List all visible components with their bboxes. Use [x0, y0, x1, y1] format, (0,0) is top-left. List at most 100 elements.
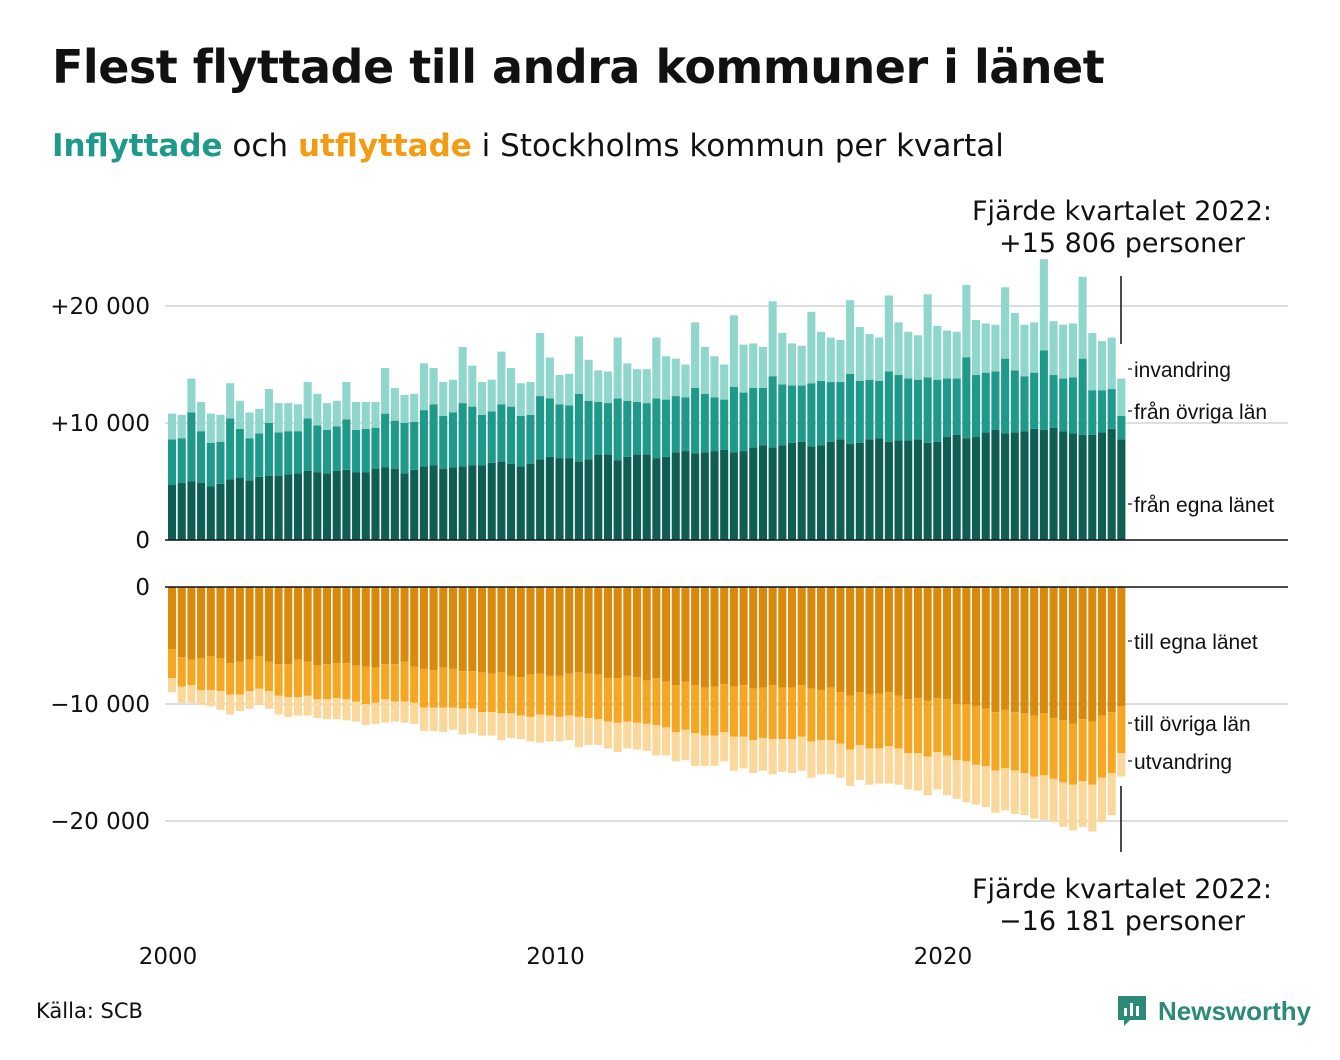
bar-out: [623, 721, 632, 749]
bar-in: [235, 400, 244, 429]
bar-out: [1078, 781, 1087, 827]
bar-in: [419, 410, 428, 467]
bar-out: [507, 713, 516, 738]
bar-out: [758, 687, 767, 738]
bar-in: [817, 380, 826, 446]
bar-out: [235, 587, 244, 662]
bar-in: [487, 411, 496, 463]
subtitle-in-word: Inflyttade: [52, 128, 223, 164]
y-tick-label: +10 000: [50, 411, 150, 437]
bar-in: [381, 467, 390, 540]
bar-out: [361, 704, 370, 726]
bar-in: [720, 449, 729, 540]
bar-in: [981, 372, 990, 433]
bar-in: [1010, 313, 1019, 371]
bar-out: [923, 587, 932, 701]
bar-out: [284, 587, 293, 665]
bar-out: [1059, 720, 1068, 783]
bar-out: [536, 587, 545, 674]
series-label-in: från egna länet: [1134, 494, 1274, 517]
bar-in: [226, 383, 235, 419]
bar-out: [894, 587, 903, 696]
bar-out: [991, 770, 1000, 813]
bar-in: [623, 456, 632, 540]
bar-in: [904, 440, 913, 540]
bar-out: [274, 587, 283, 665]
bar-out: [1020, 773, 1029, 816]
bar-out: [1107, 587, 1116, 713]
bar-in: [933, 379, 942, 442]
newsworthy-logo-icon: [1118, 996, 1146, 1026]
bar-out: [293, 696, 303, 716]
bar-out: [991, 587, 1000, 713]
bar-in: [574, 461, 583, 540]
bar-in: [516, 466, 525, 540]
bar-out: [303, 661, 312, 696]
bar-out: [952, 704, 961, 761]
brand-name: Newsworthy: [1158, 995, 1312, 1026]
bar-out: [410, 702, 419, 724]
bar-out: [710, 686, 719, 736]
bar-in: [487, 462, 496, 540]
bar-out: [1117, 706, 1126, 754]
bar-out: [429, 707, 438, 731]
bar-in: [894, 322, 903, 376]
bar-out: [720, 587, 729, 685]
bar-in: [555, 458, 564, 540]
annotation-bottom: Fjärde kvartalet 2022: −16 181 personer: [962, 874, 1282, 938]
x-tick-label: 2010: [526, 944, 585, 970]
bar-out: [458, 587, 467, 672]
bar-out: [671, 732, 680, 762]
bar-in: [197, 431, 206, 483]
bar-out: [972, 764, 981, 805]
bar-out: [1049, 778, 1058, 823]
bar-out: [962, 761, 971, 803]
bar-out: [419, 668, 428, 708]
bar-in: [400, 423, 409, 474]
bar-in: [972, 375, 981, 438]
bar-out: [981, 587, 990, 709]
bar-out: [875, 587, 884, 694]
bar-in: [371, 401, 380, 428]
bar-in: [516, 383, 525, 416]
bar-out: [400, 701, 409, 723]
bar-in: [904, 378, 913, 441]
bar-out: [962, 587, 971, 704]
bar-out: [332, 587, 341, 664]
bar-out: [768, 685, 777, 740]
bar-out: [187, 659, 196, 686]
bar-out: [778, 687, 787, 740]
bar-in: [187, 412, 196, 482]
bar-out: [555, 675, 564, 717]
bar-out: [555, 716, 564, 742]
bar-out: [875, 748, 884, 784]
bar-in: [749, 387, 758, 448]
bar-in: [826, 441, 835, 540]
bars-inflyttade: [168, 259, 1126, 540]
bar-in: [206, 442, 215, 487]
bar-in: [1107, 428, 1116, 540]
bar-in: [284, 474, 293, 540]
bar-out: [846, 695, 855, 750]
bar-in: [507, 406, 516, 464]
bar-out: [671, 685, 680, 733]
bar-out: [1010, 712, 1019, 771]
bar-out: [729, 587, 738, 687]
bar-out: [371, 667, 380, 703]
bar-out: [923, 700, 932, 757]
bar-in: [933, 441, 942, 540]
bar-in: [1117, 439, 1126, 540]
bar-in: [923, 442, 932, 540]
bar-out: [565, 715, 574, 741]
bar-out: [264, 587, 273, 662]
bar-out: [662, 681, 671, 728]
bar-in: [352, 401, 361, 431]
bar-out: [187, 685, 196, 703]
bar-out: [594, 587, 603, 675]
bar-in: [603, 403, 612, 455]
bar-in: [1078, 276, 1087, 359]
annotation-bottom-line1: Fjärde kvartalet 2022:: [971, 874, 1273, 905]
bar-out: [603, 587, 612, 679]
bar-in: [623, 400, 632, 457]
